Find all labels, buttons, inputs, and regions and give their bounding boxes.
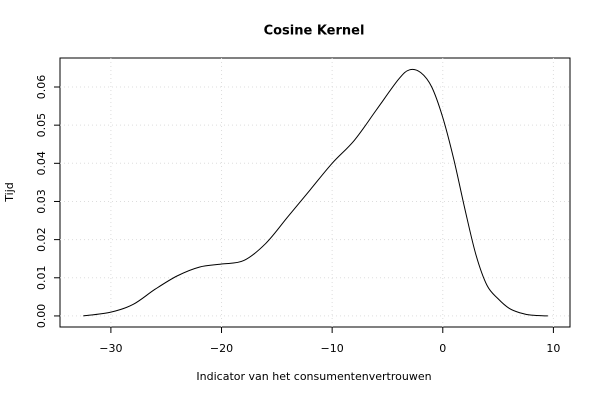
- x-tick-label: −10: [321, 342, 344, 355]
- x-tick-label: 0: [439, 342, 446, 355]
- chart-title: Cosine Kernel: [264, 24, 365, 39]
- y-tick-label: 0.04: [35, 151, 48, 176]
- y-axis-label: Tijd: [3, 182, 16, 202]
- y-tick-label: 0.03: [35, 189, 48, 214]
- x-tick-label: 10: [546, 342, 560, 355]
- plot-frame: [59, 57, 571, 328]
- y-tick-label: 0.05: [35, 113, 48, 137]
- x-tick-label: −30: [99, 342, 122, 355]
- density-line: [83, 68, 548, 317]
- y-tick-label: 0.00: [35, 304, 48, 329]
- x-axis-label: Indicator van het consumentenvertrouwen: [196, 370, 431, 383]
- y-tick-label: 0.06: [35, 75, 48, 100]
- x-tick-label: −20: [210, 342, 233, 355]
- y-tick-label: 0.02: [35, 227, 48, 252]
- y-tick-label: 0.01: [35, 266, 48, 291]
